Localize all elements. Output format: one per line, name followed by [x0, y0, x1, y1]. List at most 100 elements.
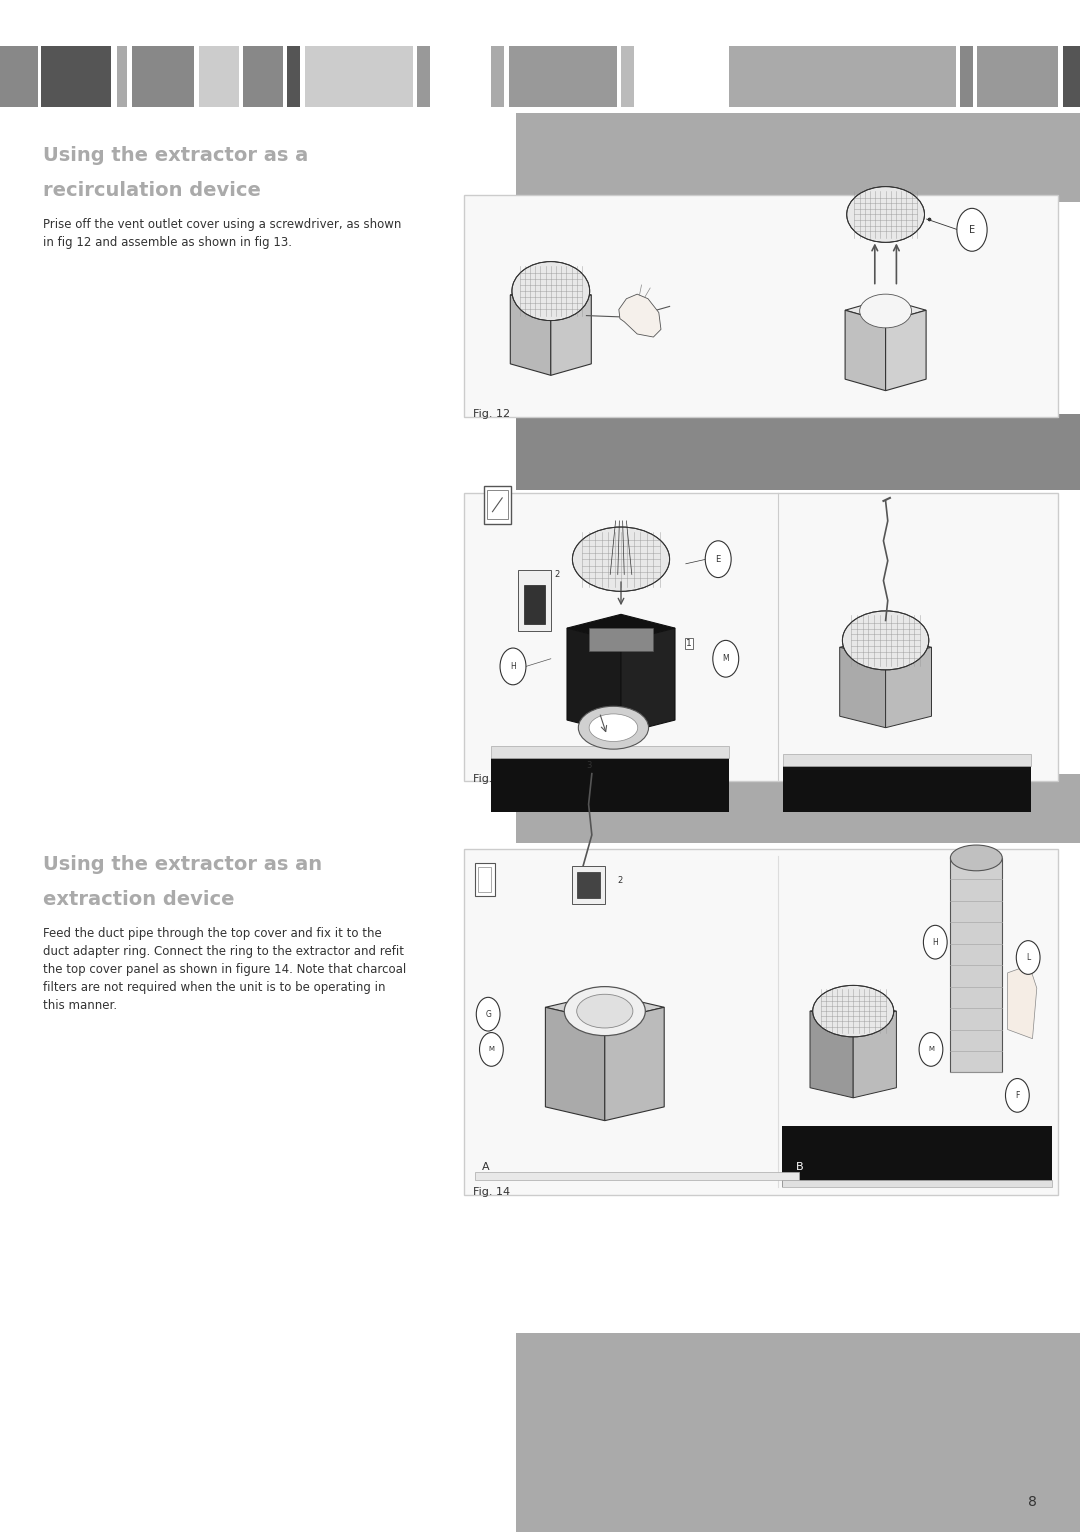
Polygon shape	[840, 647, 886, 728]
Ellipse shape	[577, 994, 633, 1028]
Bar	[782, 1180, 1052, 1187]
Bar	[729, 46, 956, 107]
Polygon shape	[551, 294, 592, 375]
Polygon shape	[1008, 965, 1037, 1039]
Polygon shape	[810, 1000, 896, 1022]
Text: L: L	[1026, 953, 1030, 962]
Circle shape	[1016, 941, 1040, 974]
Ellipse shape	[813, 985, 894, 1037]
Bar	[41, 46, 111, 107]
Text: Fig. 14: Fig. 14	[473, 1187, 510, 1198]
Text: H: H	[932, 938, 939, 947]
Text: A: A	[482, 1161, 490, 1172]
Text: Using the extractor as an: Using the extractor as an	[43, 855, 322, 873]
Text: M: M	[723, 654, 729, 663]
Bar	[117, 46, 127, 107]
Circle shape	[1005, 1079, 1029, 1112]
Text: E: E	[716, 555, 720, 564]
Circle shape	[500, 648, 526, 685]
Text: F: F	[1015, 1091, 1020, 1100]
Bar	[199, 46, 239, 107]
Circle shape	[476, 997, 500, 1031]
Bar	[516, 113, 1080, 202]
Text: Fig. 12: Fig. 12	[473, 409, 510, 420]
Bar	[509, 46, 617, 107]
Text: Using the extractor as a: Using the extractor as a	[43, 146, 309, 164]
Text: recirculation device: recirculation device	[43, 181, 261, 199]
Bar	[491, 746, 729, 758]
Bar	[782, 1126, 1052, 1187]
Polygon shape	[846, 299, 926, 322]
Text: 2: 2	[554, 570, 559, 579]
Bar	[464, 849, 1058, 1195]
Bar	[487, 490, 508, 519]
Bar	[589, 628, 653, 651]
Circle shape	[923, 925, 947, 959]
Circle shape	[705, 541, 731, 578]
Ellipse shape	[842, 611, 929, 669]
Ellipse shape	[512, 262, 590, 320]
Bar	[524, 585, 545, 624]
Text: G: G	[485, 1010, 491, 1019]
Polygon shape	[846, 309, 886, 391]
Polygon shape	[886, 309, 926, 391]
Bar	[305, 46, 413, 107]
Circle shape	[713, 640, 739, 677]
Circle shape	[957, 208, 987, 251]
Bar	[518, 570, 551, 631]
Bar	[577, 872, 600, 898]
Bar	[783, 766, 1031, 812]
Bar	[491, 46, 504, 107]
Polygon shape	[567, 614, 675, 642]
Bar	[475, 863, 495, 896]
Polygon shape	[886, 647, 931, 728]
Bar	[783, 754, 1031, 766]
Text: Prise off the vent outlet cover using a screwdriver, as shown
in fig 12 and asse: Prise off the vent outlet cover using a …	[43, 218, 402, 248]
Bar	[516, 414, 1080, 490]
Polygon shape	[810, 1011, 853, 1098]
Bar	[484, 486, 511, 524]
Text: H: H	[510, 662, 516, 671]
Polygon shape	[511, 294, 551, 375]
Text: extraction device: extraction device	[43, 890, 234, 908]
Circle shape	[919, 1033, 943, 1066]
Bar	[464, 493, 1058, 781]
Text: 3: 3	[586, 761, 591, 771]
Bar	[0, 113, 516, 202]
Text: Feed the duct pipe through the top cover and fix it to the
duct adapter ring. Co: Feed the duct pipe through the top cover…	[43, 927, 406, 1011]
Text: M: M	[928, 1046, 934, 1052]
Text: Fig. 13: Fig. 13	[473, 774, 510, 784]
Circle shape	[480, 1033, 503, 1066]
Text: M: M	[488, 1046, 495, 1052]
Polygon shape	[621, 628, 675, 734]
Bar	[950, 858, 1002, 1072]
Polygon shape	[545, 1008, 605, 1121]
Ellipse shape	[589, 714, 637, 741]
Polygon shape	[511, 283, 592, 306]
Text: 8: 8	[1028, 1495, 1037, 1509]
Polygon shape	[619, 294, 661, 337]
Bar	[478, 867, 491, 892]
Text: 1: 1	[686, 639, 692, 648]
Bar	[516, 1333, 1080, 1532]
Polygon shape	[840, 636, 931, 659]
Bar	[621, 46, 634, 107]
Ellipse shape	[565, 987, 646, 1036]
Text: E: E	[969, 225, 975, 234]
Polygon shape	[545, 993, 664, 1020]
Ellipse shape	[847, 187, 924, 242]
Polygon shape	[605, 1008, 664, 1121]
Bar	[977, 46, 1058, 107]
Bar	[287, 46, 300, 107]
Bar	[1063, 46, 1080, 107]
Bar	[572, 866, 605, 904]
Ellipse shape	[572, 527, 670, 591]
Polygon shape	[567, 628, 621, 734]
Bar	[475, 1172, 799, 1180]
Ellipse shape	[860, 294, 912, 328]
Text: B: B	[795, 1163, 804, 1172]
Bar	[417, 46, 430, 107]
Ellipse shape	[950, 846, 1002, 870]
Bar	[243, 46, 283, 107]
Bar	[132, 46, 194, 107]
